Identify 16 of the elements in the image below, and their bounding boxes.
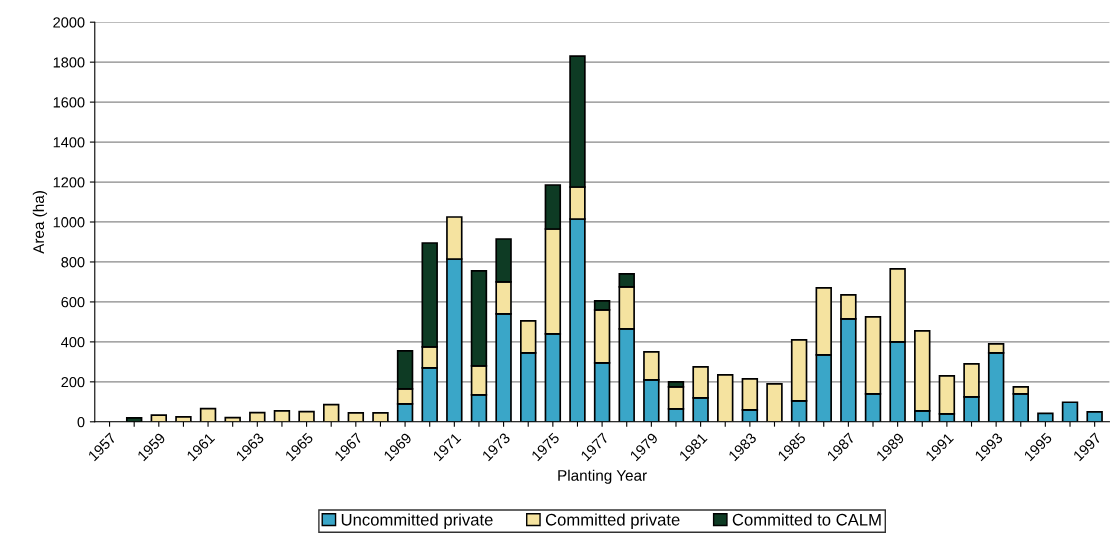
y-tick-label: 600 (61, 297, 85, 308)
y-tick-label: 1600 (53, 97, 85, 108)
legend-label: Committed private (545, 513, 680, 529)
y-tick-label: 200 (61, 376, 85, 388)
legend-label: Committed to CALM (732, 513, 881, 526)
y-tick-label: 2000 (53, 17, 85, 28)
legend-label: Uncommitted private (341, 513, 493, 529)
y-tick-label: 1800 (53, 57, 85, 68)
x-axis-title: Planting Year (558, 469, 647, 484)
y-tick-label: 0 (77, 416, 85, 428)
y-tick-label: 1400 (53, 137, 85, 148)
y-axis-title: Area (ha) (32, 191, 48, 254)
y-tick-label: 1200 (53, 177, 85, 188)
y-tick-label: 800 (61, 257, 85, 268)
y-tick-label: 400 (61, 336, 85, 348)
y-tick-label: 1000 (53, 217, 85, 228)
